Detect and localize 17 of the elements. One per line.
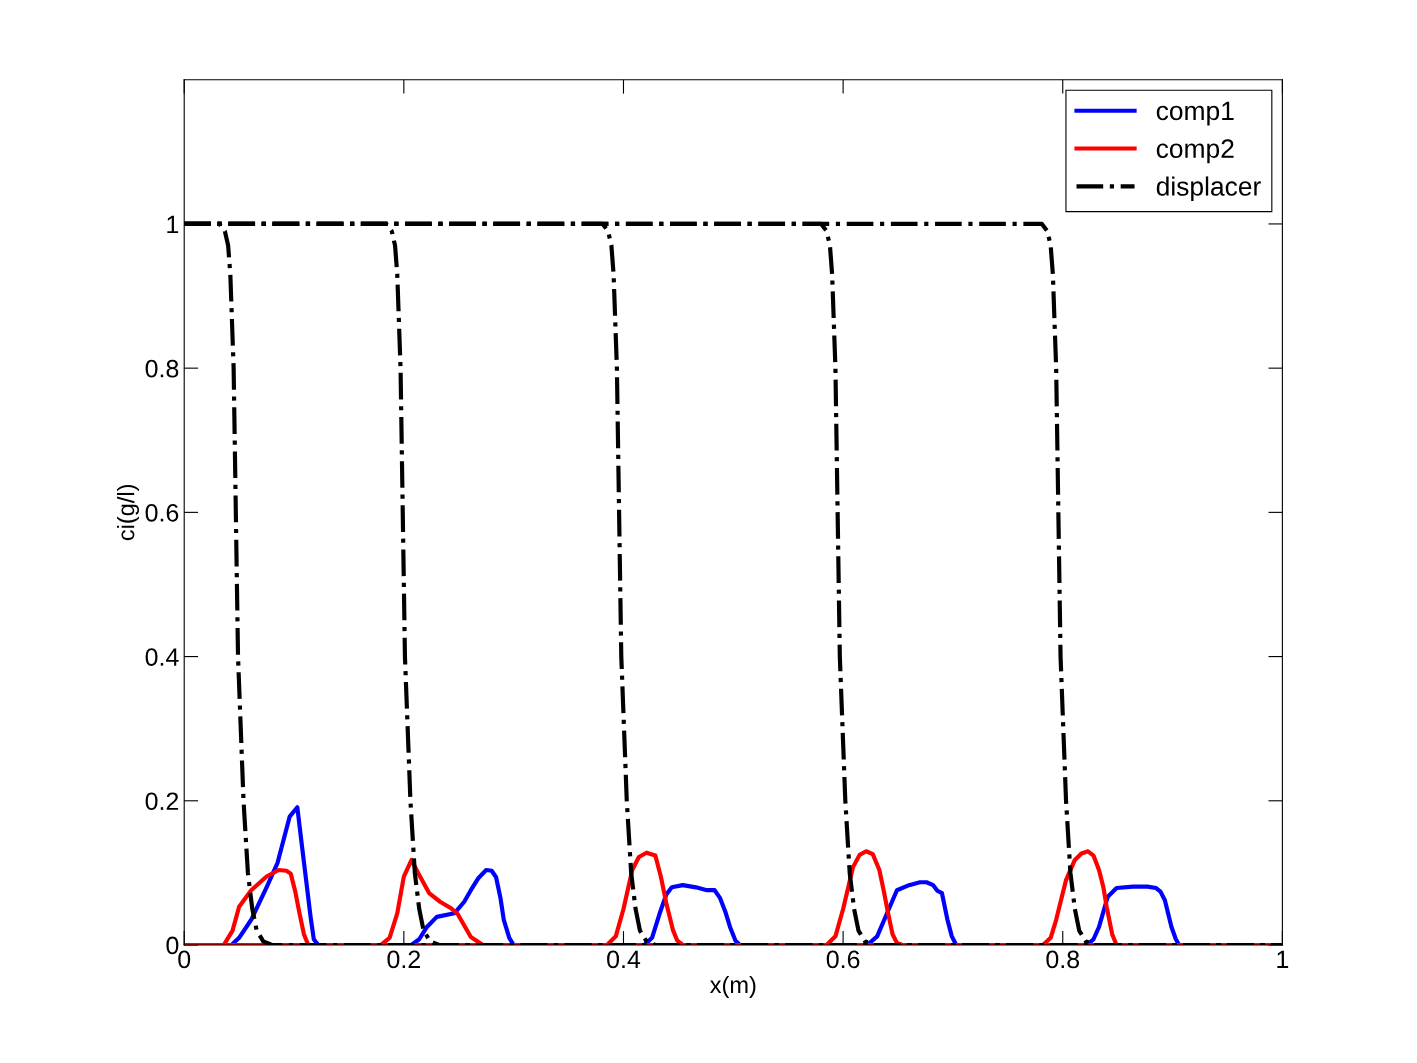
legend-label: comp1 [1156,101,1234,126]
x-tick-label: 0.4 [607,950,641,969]
legend-label: displacer [1156,176,1261,202]
x-tick-label: 0 [178,950,191,969]
y-tick-label: 0.8 [145,359,179,378]
y-tick-label: 0.4 [145,648,179,666]
x-axis-title: x(m) [709,975,756,998]
legend-label: comp2 [1156,139,1234,164]
x-tick-label: 0.2 [387,950,420,969]
x-tick-label: 0.8 [1046,950,1080,969]
y-axis-title: ci(g/l) [117,484,140,541]
x-tick-label: 0.6 [826,950,860,969]
x-tick-label: 1 [1277,950,1289,968]
y-tick-label: 0 [166,936,179,955]
y-tick-label: 0.6 [145,503,179,522]
y-tick-label: 0.2 [145,792,179,811]
y-tick-label: 1 [167,215,179,233]
